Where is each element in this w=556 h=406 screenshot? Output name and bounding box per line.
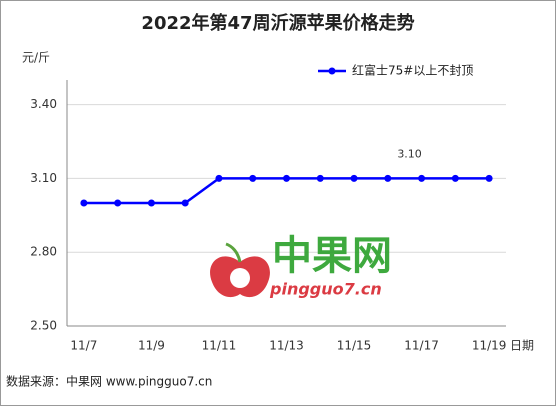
source: 数据来源：中果网 www.pingguo7.cn (6, 374, 212, 389)
y-tick-label: 3.40 (30, 97, 57, 111)
watermark-apple-core (230, 268, 250, 288)
point (451, 174, 459, 182)
point (114, 199, 122, 207)
point (485, 174, 493, 182)
x-tick-label: 11/7 (70, 339, 97, 353)
y-tick-label: 3.10 (30, 171, 57, 185)
point (283, 174, 290, 182)
x-tick-label: 11/17 (404, 339, 439, 353)
plot (66, 80, 506, 327)
watermark-stem (225, 242, 242, 263)
y-tick-label: 2.50 (30, 319, 57, 333)
chart-title: 2022年第47周沂源苹果价格走势 (141, 12, 414, 34)
legend-marker (328, 67, 336, 75)
x-tick-label: 11/19 (472, 339, 507, 353)
point (418, 174, 426, 182)
x-tick-label: 11/11 (202, 339, 237, 353)
point (181, 199, 189, 207)
x-axis-label: 日期 (510, 339, 534, 353)
x-tick-label: 11/13 (269, 339, 304, 353)
point (350, 174, 358, 182)
x-tick-label: 11/15 (337, 339, 372, 353)
point (249, 174, 257, 182)
point (384, 174, 392, 182)
watermark-url: pingguo7.cn (269, 280, 382, 299)
legend-label: 红富士75#以上不封顶 (352, 63, 473, 78)
y-tick-label: 2.80 (30, 245, 57, 259)
watermark: 中果网 pingguo7.cn (210, 233, 392, 299)
point (215, 174, 223, 182)
point (316, 174, 324, 182)
y-axis-label: 元/斤 (22, 51, 50, 65)
x-tick-label: 11/9 (138, 339, 165, 353)
watermark-name: 中果网 (272, 233, 392, 279)
point (147, 199, 155, 207)
point (80, 199, 88, 207)
data-label: 3.10 (397, 147, 422, 160)
